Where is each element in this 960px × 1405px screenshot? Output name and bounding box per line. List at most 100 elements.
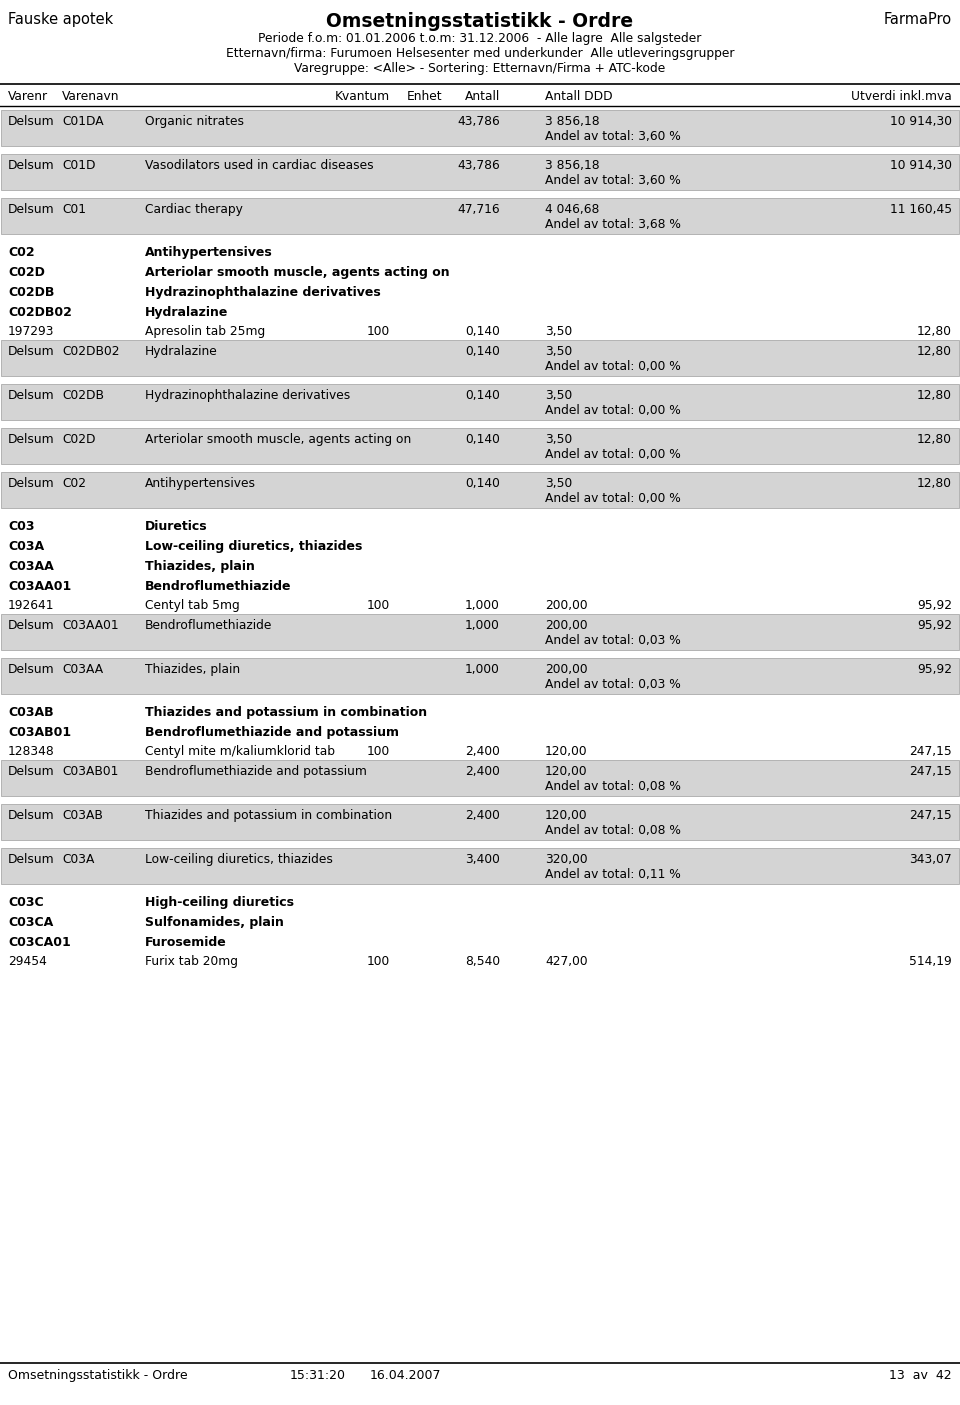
Text: C02: C02 <box>62 478 86 490</box>
Text: 43,786: 43,786 <box>457 159 500 171</box>
Text: Hydrazinophthalazine derivatives: Hydrazinophthalazine derivatives <box>145 287 381 299</box>
Bar <box>1 155 959 190</box>
Text: Furix tab 20mg: Furix tab 20mg <box>145 955 238 968</box>
Text: 197293: 197293 <box>8 325 55 339</box>
Text: 120,00: 120,00 <box>545 809 588 822</box>
Text: 12,80: 12,80 <box>917 478 952 490</box>
Text: C03AB01: C03AB01 <box>8 726 71 739</box>
Text: 3,50: 3,50 <box>545 325 572 339</box>
Text: Apresolin tab 25mg: Apresolin tab 25mg <box>145 325 265 339</box>
Text: Cardiac therapy: Cardiac therapy <box>145 202 243 216</box>
Text: Andel av total: 0,00 %: Andel av total: 0,00 % <box>545 360 681 372</box>
Text: 343,07: 343,07 <box>909 853 952 865</box>
Text: Bendroflumethiazide: Bendroflumethiazide <box>145 580 292 593</box>
Text: 1,000: 1,000 <box>466 620 500 632</box>
Text: 100: 100 <box>367 745 390 759</box>
Text: Antihypertensives: Antihypertensives <box>145 246 273 259</box>
Text: C02DB: C02DB <box>8 287 55 299</box>
Text: Varegruppe: <Alle> - Sortering: Etternavn/Firma + ATC-kode: Varegruppe: <Alle> - Sortering: Etternav… <box>295 62 665 74</box>
Text: 0,140: 0,140 <box>466 389 500 402</box>
Bar <box>1 110 959 146</box>
Text: Diuretics: Diuretics <box>145 520 207 532</box>
Text: C03AA01: C03AA01 <box>62 620 119 632</box>
Text: 100: 100 <box>367 599 390 613</box>
Text: Hydrazinophthalazine derivatives: Hydrazinophthalazine derivatives <box>145 389 350 402</box>
Bar <box>1 804 959 840</box>
Text: Andel av total: 0,08 %: Andel av total: 0,08 % <box>545 823 681 837</box>
Text: 16.04.2007: 16.04.2007 <box>370 1368 442 1383</box>
Text: Andel av total: 0,00 %: Andel av total: 0,00 % <box>545 492 681 504</box>
Text: 10 914,30: 10 914,30 <box>890 159 952 171</box>
Text: Arteriolar smooth muscle, agents acting on: Arteriolar smooth muscle, agents acting … <box>145 266 449 280</box>
Text: 192641: 192641 <box>8 599 55 613</box>
Text: 427,00: 427,00 <box>545 955 588 968</box>
Text: C02D: C02D <box>8 266 45 280</box>
Bar <box>1 760 959 797</box>
Text: 200,00: 200,00 <box>545 599 588 613</box>
Text: 15:31:20: 15:31:20 <box>290 1368 346 1383</box>
Text: 200,00: 200,00 <box>545 663 588 676</box>
Text: Antall: Antall <box>465 90 500 103</box>
Text: Andel av total: 3,60 %: Andel av total: 3,60 % <box>545 174 681 187</box>
Text: Bendroflumethiazide: Bendroflumethiazide <box>145 620 273 632</box>
Text: Andel av total: 0,08 %: Andel av total: 0,08 % <box>545 780 681 792</box>
Text: 320,00: 320,00 <box>545 853 588 865</box>
Text: Periode f.o.m: 01.01.2006 t.o.m: 31.12.2006  - Alle lagre  Alle salgsteder: Periode f.o.m: 01.01.2006 t.o.m: 31.12.2… <box>258 32 702 45</box>
Text: Vasodilators used in cardiac diseases: Vasodilators used in cardiac diseases <box>145 159 373 171</box>
Text: Kvantum: Kvantum <box>335 90 390 103</box>
Text: 12,80: 12,80 <box>917 389 952 402</box>
Bar <box>1 429 959 464</box>
Text: 247,15: 247,15 <box>909 809 952 822</box>
Text: C03AB01: C03AB01 <box>62 764 118 778</box>
Text: Thiazides, plain: Thiazides, plain <box>145 663 240 676</box>
Text: 100: 100 <box>367 955 390 968</box>
Text: High-ceiling diuretics: High-ceiling diuretics <box>145 896 294 909</box>
Text: C03C: C03C <box>8 896 43 909</box>
Text: Utverdi inkl.mva: Utverdi inkl.mva <box>852 90 952 103</box>
Text: C03CA01: C03CA01 <box>8 936 71 948</box>
Text: C03A: C03A <box>62 853 94 865</box>
Text: Delsum: Delsum <box>8 433 55 445</box>
Text: Low-ceiling diuretics, thiazides: Low-ceiling diuretics, thiazides <box>145 540 362 554</box>
Text: 95,92: 95,92 <box>917 599 952 613</box>
Text: Delsum: Delsum <box>8 159 55 171</box>
Text: Andel av total: 0,00 %: Andel av total: 0,00 % <box>545 448 681 461</box>
Text: Hydralazine: Hydralazine <box>145 306 228 319</box>
Text: 4 046,68: 4 046,68 <box>545 202 599 216</box>
Text: 0,140: 0,140 <box>466 346 500 358</box>
Text: C02: C02 <box>8 246 35 259</box>
Text: 2,400: 2,400 <box>466 745 500 759</box>
Text: FarmaPro: FarmaPro <box>884 13 952 27</box>
Text: Centyl mite m/kaliumklorid tab: Centyl mite m/kaliumklorid tab <box>145 745 335 759</box>
Text: 120,00: 120,00 <box>545 745 588 759</box>
Text: C03AB: C03AB <box>62 809 103 822</box>
Text: Delsum: Delsum <box>8 663 55 676</box>
Text: 1,000: 1,000 <box>466 599 500 613</box>
Text: 3 856,18: 3 856,18 <box>545 115 600 128</box>
Bar <box>1 849 959 884</box>
Bar <box>1 658 959 694</box>
Text: 0,140: 0,140 <box>466 478 500 490</box>
Text: 13  av  42: 13 av 42 <box>889 1368 952 1383</box>
Text: Delsum: Delsum <box>8 478 55 490</box>
Text: 3 856,18: 3 856,18 <box>545 159 600 171</box>
Text: Delsum: Delsum <box>8 853 55 865</box>
Text: 1,000: 1,000 <box>466 663 500 676</box>
Text: 95,92: 95,92 <box>917 620 952 632</box>
Text: C02DB: C02DB <box>62 389 104 402</box>
Text: 0,140: 0,140 <box>466 325 500 339</box>
Bar <box>1 472 959 509</box>
Text: Etternavn/firma: Furumoen Helsesenter med underkunder  Alle utleveringsgrupper: Etternavn/firma: Furumoen Helsesenter me… <box>226 46 734 60</box>
Text: C03CA: C03CA <box>8 916 53 929</box>
Text: 100: 100 <box>367 325 390 339</box>
Text: 0,140: 0,140 <box>466 433 500 445</box>
Text: Delsum: Delsum <box>8 115 55 128</box>
Text: 128348: 128348 <box>8 745 55 759</box>
Text: Sulfonamides, plain: Sulfonamides, plain <box>145 916 284 929</box>
Text: Omsetningsstatistikk - Ordre: Omsetningsstatistikk - Ordre <box>326 13 634 31</box>
Text: Delsum: Delsum <box>8 389 55 402</box>
Text: Bendroflumethiazide and potassium: Bendroflumethiazide and potassium <box>145 726 399 739</box>
Text: Furosemide: Furosemide <box>145 936 227 948</box>
Text: 200,00: 200,00 <box>545 620 588 632</box>
Text: Varenavn: Varenavn <box>62 90 119 103</box>
